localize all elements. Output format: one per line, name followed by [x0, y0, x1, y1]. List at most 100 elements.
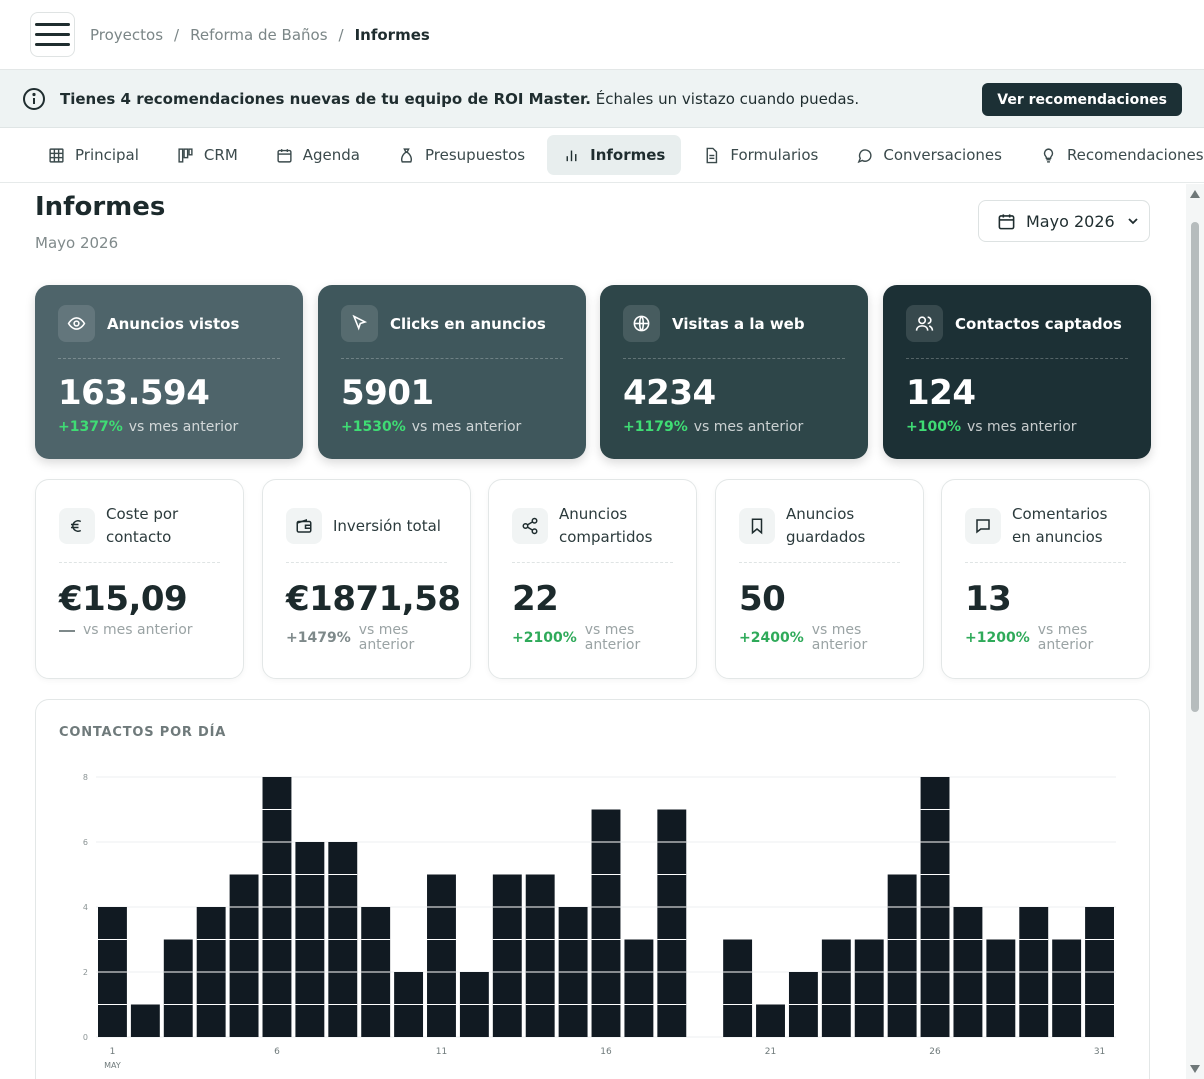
- kpi-delta: +1377%: [58, 419, 123, 435]
- kpi-delta: +1179%: [623, 419, 688, 435]
- metric-value: €15,09: [59, 579, 188, 619]
- kpi-delta-caption: vs mes anterior: [128, 419, 239, 435]
- metric-label: Comentarios en anuncios: [1012, 505, 1108, 546]
- kpi-value: 163.594: [58, 373, 210, 413]
- tab-formularios[interactable]: Formularios: [687, 135, 834, 175]
- recommendations-banner: Tienes 4 recomendaciones nuevas de tu eq…: [0, 70, 1204, 128]
- metric-delta: +1479%: [286, 630, 351, 646]
- metric-label: Anuncios compartidos: [559, 505, 653, 546]
- month-selector[interactable]: Mayo 2026: [978, 200, 1150, 242]
- tab-conversaciones[interactable]: Conversaciones: [840, 135, 1018, 175]
- bookmark-icon: [739, 508, 775, 544]
- breadcrumb: Proyectos / Reforma de Baños / Informes: [90, 26, 430, 44]
- contacts-per-day-chart-card: CONTACTOS POR DÍA 0 2 4 6 8 1 6 11 16 21 26 31 MAY: [35, 699, 1150, 1079]
- metric-value: 13: [965, 579, 1012, 619]
- chart-bar-day-14[interactable]: [525, 874, 555, 1038]
- breadcrumb-item-reforma[interactable]: Reforma de Baños: [190, 25, 328, 44]
- y-tick-label: 8: [83, 773, 88, 782]
- metric-delta-caption: vs mes anterior: [1037, 622, 1094, 653]
- scrollbar-thumb[interactable]: [1191, 222, 1199, 712]
- tab-crm[interactable]: CRM: [161, 135, 254, 175]
- metric-card-coste-contacto: Coste por contacto €15,09 vs mes anterio…: [35, 479, 244, 679]
- hamburger-menu-icon[interactable]: [30, 12, 75, 57]
- money-bag-icon: [401, 147, 412, 163]
- kpi-delta-caption: vs mes anterior: [966, 419, 1077, 435]
- tab-label: Agenda: [302, 146, 360, 164]
- tab-label: Formularios: [730, 146, 819, 164]
- chart-bar-day-23[interactable]: [821, 939, 851, 1038]
- share-icon: [512, 508, 548, 544]
- chart-bar-day-24[interactable]: [854, 939, 884, 1038]
- banner-message-text: Échales un vistazo cuando puedas.: [590, 89, 860, 108]
- kpi-label: Anuncios vistos: [107, 314, 240, 333]
- wallet-icon: [286, 508, 322, 544]
- metric-card-inversion-total: Inversión total €1871,58 +1479% vs mes an…: [262, 479, 471, 679]
- grid-icon: [49, 147, 64, 163]
- chart-bar-day-13[interactable]: [492, 874, 522, 1038]
- x-tick-label: 21: [765, 1047, 776, 1057]
- y-tick-label: 6: [83, 838, 88, 847]
- info-icon: [23, 87, 45, 110]
- metric-delta-caption: vs mes anterior: [358, 622, 415, 653]
- calendar-icon: [998, 213, 1015, 229]
- metric-delta-caption: vs mes anterior: [83, 622, 193, 638]
- y-tick-label: 2: [83, 968, 88, 977]
- scroll-down-arrow-icon[interactable]: [1190, 1065, 1200, 1073]
- metric-label: Coste por contacto: [106, 505, 179, 546]
- tab-informes[interactable]: Informes: [547, 135, 682, 175]
- page-subtitle: Mayo 2026: [35, 234, 119, 252]
- metric-delta-caption: vs mes anterior: [584, 622, 641, 653]
- chart-bar-day-17[interactable]: [624, 939, 654, 1038]
- scroll-up-arrow-icon[interactable]: [1190, 190, 1200, 198]
- metric-value: 22: [512, 579, 559, 619]
- globe-icon: [623, 305, 660, 342]
- x-tick-label: 6: [274, 1047, 280, 1057]
- lightbulb-icon: [1043, 147, 1054, 163]
- x-tick-label: 16: [600, 1047, 612, 1057]
- kpi-value: 5901: [341, 373, 434, 413]
- euro-icon: [59, 508, 95, 544]
- chart-bar-day-16[interactable]: [591, 809, 621, 1038]
- chart-bar-day-21[interactable]: [756, 1004, 785, 1038]
- chevron-down-icon: [1128, 218, 1138, 225]
- tab-agenda[interactable]: Agenda: [260, 135, 376, 175]
- vertical-scrollbar[interactable]: [1186, 184, 1204, 1079]
- breadcrumb-item-proyectos[interactable]: Proyectos: [90, 25, 164, 44]
- cursor-icon: [341, 305, 378, 342]
- chart-bar-day-30[interactable]: [1052, 939, 1082, 1038]
- kanban-icon: [178, 147, 193, 163]
- calendar-icon: [277, 148, 292, 163]
- tab-principal[interactable]: Principal: [32, 135, 155, 175]
- chart-bar-day-2[interactable]: [130, 1004, 160, 1038]
- banner-message-bold: Tienes 4 recomendaciones nuevas de tu eq…: [60, 89, 591, 108]
- breadcrumb-current: Informes: [354, 25, 430, 44]
- chart-bar-day-18[interactable]: [657, 809, 687, 1038]
- banner-message: Tienes 4 recomendaciones nuevas de tu eq…: [60, 90, 859, 108]
- chart-bar-day-25[interactable]: [887, 874, 917, 1038]
- chart-bar-day-5[interactable]: [229, 874, 259, 1038]
- breadcrumb-separator: /: [174, 25, 180, 44]
- tab-label: Presupuestos: [425, 146, 526, 164]
- kpi-card-contactos-captados: Contactos captados 124 +100% vs mes anter…: [883, 285, 1151, 459]
- eye-icon: [58, 305, 95, 342]
- document-icon: [706, 147, 718, 163]
- y-tick-label: 0: [83, 1033, 88, 1042]
- chart-bar-day-28[interactable]: [986, 939, 1016, 1038]
- chart-bar-day-11[interactable]: [427, 874, 456, 1038]
- view-recommendations-button[interactable]: Ver recomendaciones: [982, 83, 1182, 116]
- neutral-dash-icon: [59, 629, 75, 632]
- y-tick-label: 4: [83, 903, 88, 912]
- kpi-label: Visitas a la web: [672, 314, 805, 333]
- chart-bar-day-3[interactable]: [163, 939, 193, 1038]
- chart-bar-day-20[interactable]: [723, 939, 753, 1038]
- metric-value: €1871,58: [286, 579, 461, 619]
- metric-delta: +2400%: [739, 630, 804, 646]
- x-month-label: MAY: [104, 1061, 121, 1070]
- bar-chart-icon: [566, 150, 577, 161]
- kpi-value: 124: [906, 373, 976, 413]
- tab-presupuestos[interactable]: Presupuestos: [382, 135, 541, 175]
- tab-label: Conversaciones: [883, 146, 1002, 164]
- chart-title: CONTACTOS POR DÍA: [59, 725, 227, 740]
- tab-recomendaciones[interactable]: Recomendaciones: [1024, 135, 1204, 175]
